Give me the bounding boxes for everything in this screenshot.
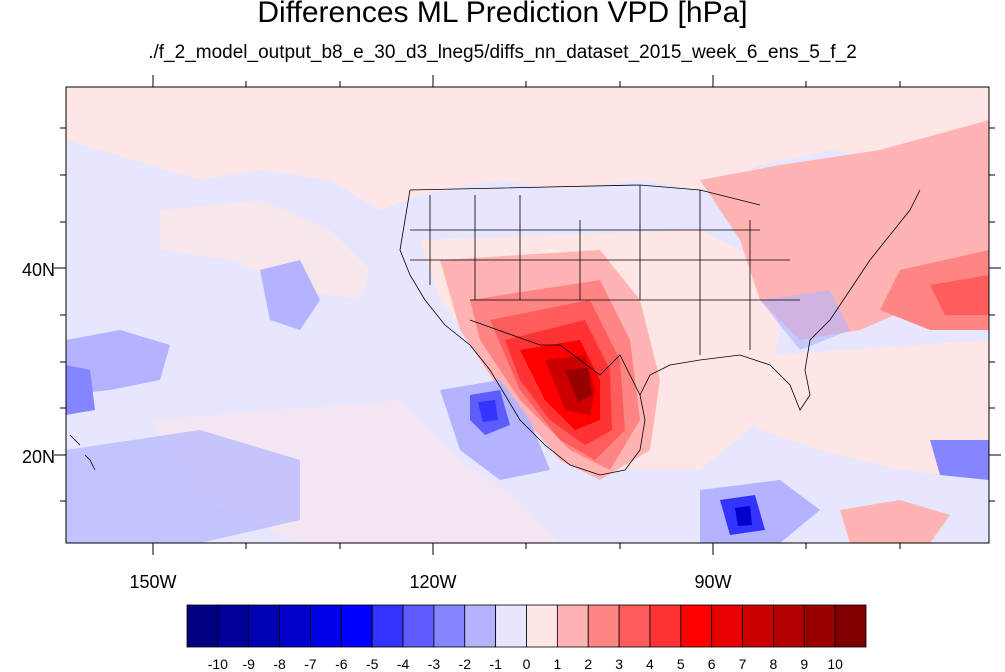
colorbar-label: 5 xyxy=(677,656,685,672)
lon-label-90w: 90W xyxy=(694,572,731,592)
colorbar-swatch xyxy=(803,604,836,648)
colorbar-swatch xyxy=(711,604,743,648)
colorbar-label: -10 xyxy=(208,656,228,672)
colorbar-label: -6 xyxy=(335,656,348,672)
colorbar-swatch xyxy=(587,604,620,648)
colorbar-swatch xyxy=(495,604,527,648)
colorbar-swatch xyxy=(279,604,311,648)
colorbar-swatch xyxy=(526,604,558,648)
colorbar-label: -5 xyxy=(366,656,379,672)
colorbar-swatch xyxy=(248,604,280,648)
colorbar-swatch xyxy=(556,604,589,648)
colorbar-label: -8 xyxy=(273,656,286,672)
colorbar-label: 4 xyxy=(646,656,654,672)
colorbar-swatch xyxy=(217,604,250,648)
colorbar-label: 9 xyxy=(800,656,808,672)
colorbar-swatch xyxy=(402,604,435,648)
colorbar-swatch xyxy=(310,604,342,648)
lon-label-120w: 120W xyxy=(409,572,456,592)
colorbar-label: 8 xyxy=(770,656,778,672)
country-borders xyxy=(69,184,921,476)
colorbar-swatch xyxy=(649,604,682,648)
map-subtitle: ./f_2_model_output_b8_e_30_d3_lneg5/diff… xyxy=(148,42,857,63)
colorbar-swatch xyxy=(371,604,404,648)
colorbar-swatch xyxy=(773,604,805,648)
lat-label-20n: 20N xyxy=(22,447,55,467)
colorbar-label: 2 xyxy=(584,656,592,672)
colorbar-swatch xyxy=(433,604,466,648)
lon-label-150w: 150W xyxy=(129,572,176,592)
colorbar-label: 1 xyxy=(553,656,561,672)
colorbar-label: 3 xyxy=(615,656,623,672)
colorbar-swatch xyxy=(186,604,219,648)
colorbar-swatch xyxy=(618,604,651,648)
colorbar-label: 7 xyxy=(739,656,747,672)
colorbar-swatch xyxy=(464,604,497,648)
colorbar-swatch xyxy=(834,604,867,648)
vpd-difference-field xyxy=(66,87,989,543)
colorbar-label: -2 xyxy=(459,656,472,672)
axis-ticks xyxy=(54,75,1001,555)
map-title: Differences ML Prediction VPD [hPa] xyxy=(257,0,748,29)
colorbar-swatch xyxy=(742,604,774,648)
colorbar-label: -9 xyxy=(243,656,256,672)
lat-label-40n: 40N xyxy=(22,260,55,280)
colorbar-label: -3 xyxy=(428,656,441,672)
colorbar: -10 -9 -8 -7 -6 -5 -4 -3 -2 -1 0 1 2 3 4 5 6 7 8 9 10 xyxy=(186,604,867,672)
colorbar-label: 10 xyxy=(827,656,843,672)
colorbar-label: -4 xyxy=(397,656,410,672)
colorbar-swatch xyxy=(340,604,373,648)
colorbar-label: -7 xyxy=(304,656,317,672)
colorbar-label: 6 xyxy=(708,656,716,672)
colorbar-label: -1 xyxy=(489,656,502,672)
colorbar-swatch xyxy=(680,604,713,648)
colorbar-label: 0 xyxy=(523,656,531,672)
